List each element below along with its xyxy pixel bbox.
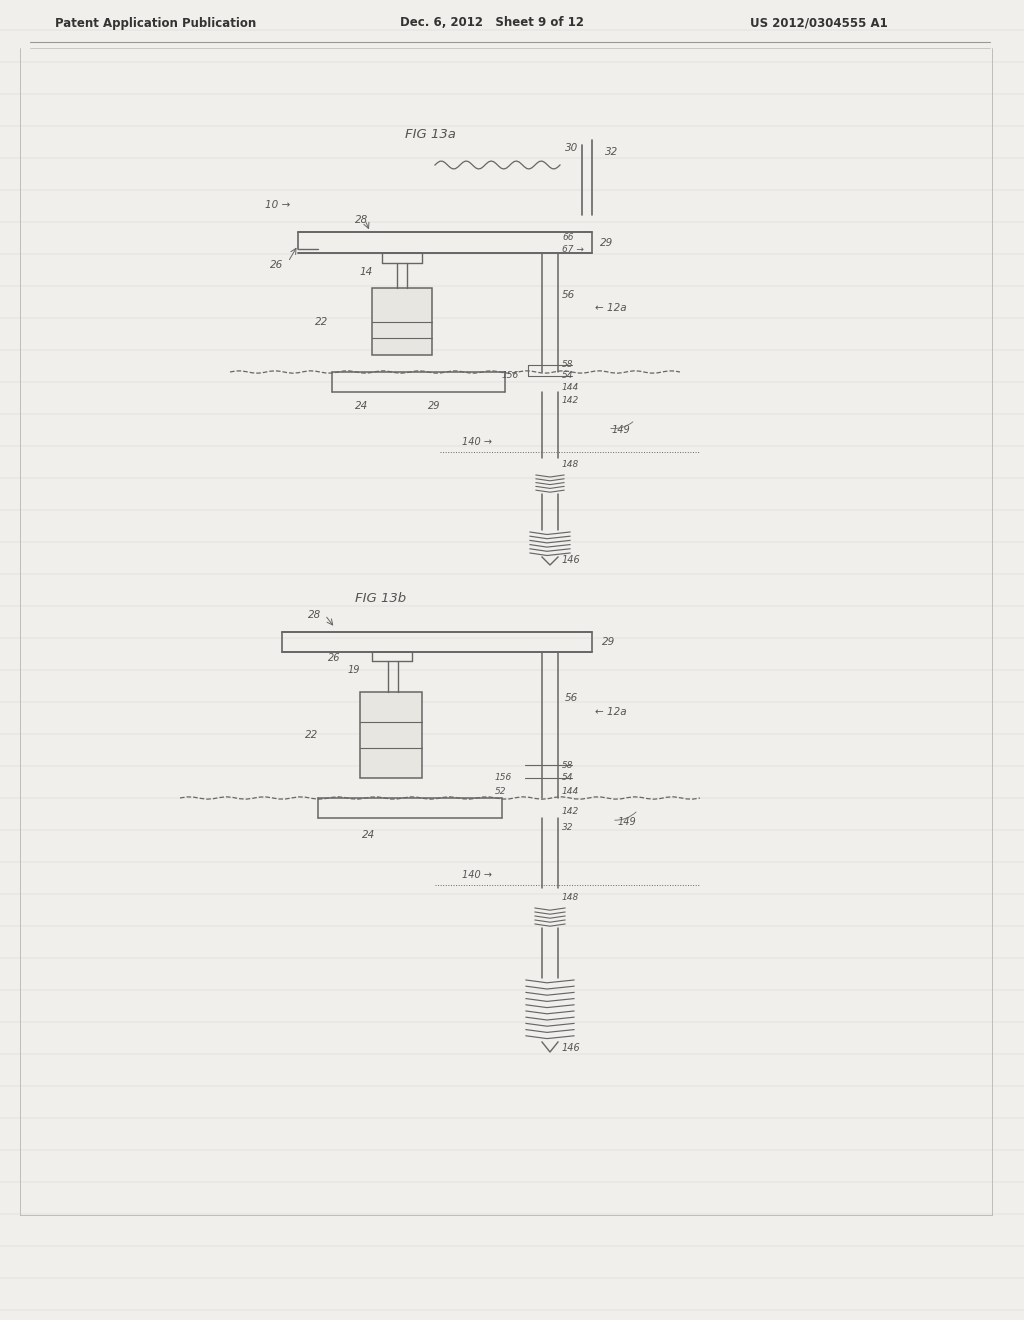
Text: FIG 13a: FIG 13a xyxy=(406,128,456,141)
Text: 52: 52 xyxy=(495,788,507,796)
Text: 24: 24 xyxy=(362,830,375,840)
Text: 156: 156 xyxy=(502,371,519,380)
Text: 142: 142 xyxy=(562,396,580,404)
Text: ← 12a: ← 12a xyxy=(595,304,627,313)
Text: ← 12a: ← 12a xyxy=(595,708,627,717)
Text: 58: 58 xyxy=(562,360,573,370)
Text: 22: 22 xyxy=(315,317,329,327)
Text: US 2012/0304555 A1: US 2012/0304555 A1 xyxy=(750,16,888,29)
Text: 144: 144 xyxy=(562,383,580,392)
Text: FIG 13b: FIG 13b xyxy=(355,591,407,605)
Text: 54: 54 xyxy=(562,774,573,783)
Text: 148: 148 xyxy=(562,461,580,470)
Text: Dec. 6, 2012   Sheet 9 of 12: Dec. 6, 2012 Sheet 9 of 12 xyxy=(400,16,584,29)
Text: 10 →: 10 → xyxy=(265,201,290,210)
Text: 146: 146 xyxy=(562,1043,581,1053)
Text: 24: 24 xyxy=(355,401,369,411)
Text: 29: 29 xyxy=(600,238,613,248)
Text: 146: 146 xyxy=(562,554,581,565)
Bar xyxy=(372,288,432,355)
Text: 32: 32 xyxy=(562,824,573,833)
Text: 30: 30 xyxy=(565,143,579,153)
Text: 14: 14 xyxy=(360,267,374,277)
Text: 140 →: 140 → xyxy=(462,870,492,880)
Text: 142: 142 xyxy=(562,808,580,817)
Text: 28: 28 xyxy=(355,215,369,224)
Text: 149: 149 xyxy=(612,425,631,436)
Text: 67 →: 67 → xyxy=(562,246,584,255)
Text: 29: 29 xyxy=(428,401,440,411)
Text: 19: 19 xyxy=(348,665,360,675)
Text: 26: 26 xyxy=(270,260,284,271)
Text: 148: 148 xyxy=(562,894,580,903)
Text: Patent Application Publication: Patent Application Publication xyxy=(55,16,256,29)
Text: 66: 66 xyxy=(562,234,573,243)
Text: 26: 26 xyxy=(328,653,341,663)
Text: 156: 156 xyxy=(495,774,512,783)
Text: 54: 54 xyxy=(562,371,573,380)
Text: 56: 56 xyxy=(565,693,579,704)
Text: 58: 58 xyxy=(562,760,573,770)
Text: 149: 149 xyxy=(618,817,637,828)
Text: 140 →: 140 → xyxy=(462,437,492,447)
Text: 56: 56 xyxy=(562,290,575,300)
Text: 29: 29 xyxy=(602,638,615,647)
Bar xyxy=(360,692,422,777)
Text: 28: 28 xyxy=(308,610,322,620)
Text: 32: 32 xyxy=(605,147,618,157)
Text: 22: 22 xyxy=(305,730,318,741)
Text: 144: 144 xyxy=(562,788,580,796)
